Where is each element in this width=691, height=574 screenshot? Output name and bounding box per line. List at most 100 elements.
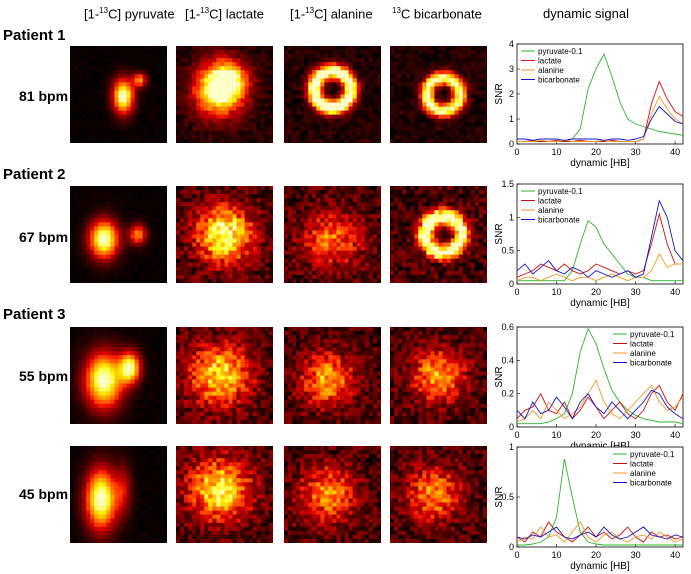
series-line-pyruvate	[517, 219, 683, 282]
y-tick-label: 4	[509, 40, 514, 49]
legend-label-alanine: alanine	[630, 469, 656, 478]
series-line-lactate	[516, 521, 684, 543]
y-tick-label: 0	[509, 542, 514, 552]
legend-label-pyruvate: pyruvate-0.1	[630, 450, 675, 459]
legend-label-bicarbonate: bicarbonate	[538, 76, 580, 85]
heart-rate-label: 45 bpm	[19, 486, 69, 502]
x-axis-label: dynamic [HB]	[570, 441, 630, 452]
dynamic-signal-chart-2: 0 10 20 30 40 0 0.5 1 1.5 dynamic [HB] SNR pyruvate…	[494, 180, 684, 309]
mri-image-alanine-row-3	[284, 327, 381, 424]
series-line-alanine	[516, 521, 684, 543]
x-tick-label: 0	[514, 147, 519, 157]
legend-label-pyruvate: pyruvate-0.1	[538, 187, 583, 196]
x-tick-label: 40	[670, 147, 680, 157]
mri-image-pyruvate-row-3	[70, 327, 167, 424]
y-tick-label: 0.2	[501, 389, 514, 399]
legend-label-lactate: lactate	[630, 340, 654, 349]
legend-label-pyruvate: pyruvate-0.1	[538, 47, 583, 56]
y-tick-label: 0.5	[501, 492, 514, 502]
mri-image-lactate-row-3	[176, 327, 273, 424]
y-axis-label: SNR	[494, 223, 505, 244]
dynamic-signal-chart-3: 0 10 20 30 40 0 0.2 0.4 0.6 dynamic [HB] SNR pyruva…	[494, 323, 684, 452]
legend-label-bicarbonate: bicarbonate	[630, 359, 672, 368]
x-tick-label: 10	[552, 147, 562, 157]
patient-1-label: Patient 1	[3, 27, 66, 44]
series-line-lactate	[516, 384, 684, 420]
x-tick-label: 40	[670, 430, 680, 440]
series-line-alanine	[516, 253, 683, 282]
x-tick-label: 30	[631, 147, 641, 157]
series-line-pyruvate	[517, 327, 684, 425]
mri-image-bicarbonate-row-1	[390, 46, 487, 143]
plot-frame	[516, 183, 684, 285]
mri-image-pyruvate-row-1	[70, 46, 167, 143]
heart-rate-label: 55 bpm	[19, 368, 69, 384]
legend-label-alanine: alanine	[538, 206, 564, 215]
legend-label-bicarbonate: bicarbonate	[630, 479, 672, 488]
y-axis-label: SNR	[494, 366, 505, 387]
heart-rate-label: 67 bpm	[19, 229, 69, 245]
col-header-bicarbonate: 13C bicarbonate	[392, 6, 482, 22]
legend-label-alanine: alanine	[630, 349, 656, 358]
x-tick-label: 20	[591, 550, 601, 560]
mri-image-lactate-row-1	[176, 46, 273, 143]
y-axis-label: SNR	[494, 486, 505, 507]
col-header-pyruvate: [1-13C] pyruvate	[84, 6, 175, 22]
mri-image-bicarbonate-row-2	[390, 186, 487, 283]
series-line-bicarbonate	[516, 526, 684, 540]
y-tick-label: 0.6	[501, 323, 514, 332]
series-line-bicarbonate	[517, 105, 684, 141]
x-tick-label: 30	[631, 287, 641, 297]
x-tick-label: 20	[591, 287, 601, 297]
legend-label-lactate: lactate	[630, 460, 654, 469]
mri-image-lactate-row-4	[176, 446, 273, 543]
legend-label-pyruvate: pyruvate-0.1	[630, 330, 675, 339]
legend-label-bicarbonate: bicarbonate	[538, 216, 580, 225]
x-tick-label: 40	[670, 550, 680, 560]
x-axis-label: dynamic [HB]	[570, 561, 630, 572]
plot-frame	[516, 326, 684, 428]
mri-image-bicarbonate-row-3	[390, 327, 487, 424]
patient-2-label: Patient 2	[3, 166, 66, 183]
series-line-alanine	[516, 379, 684, 423]
col-header-dynamic-signal: dynamic signal	[543, 6, 629, 21]
series-line-bicarbonate	[516, 199, 684, 278]
x-tick-label: 10	[552, 287, 562, 297]
series-line-bicarbonate	[516, 389, 684, 420]
mri-image-pyruvate-row-2	[70, 186, 167, 283]
x-tick-label: 10	[552, 430, 562, 440]
x-tick-label: 30	[631, 430, 641, 440]
legend-label-lactate: lactate	[538, 57, 562, 66]
x-tick-label: 20	[591, 147, 601, 157]
x-axis-label: dynamic [HB]	[570, 298, 630, 309]
y-axis-label: SNR	[494, 83, 505, 104]
y-tick-label: 0	[509, 139, 514, 149]
x-axis-label: dynamic [HB]	[570, 158, 630, 169]
mri-image-alanine-row-2	[284, 186, 381, 283]
y-tick-label: 0	[509, 422, 514, 432]
col-header-lactate: [1-13C] lactate	[185, 6, 264, 22]
series-line-alanine	[517, 95, 684, 142]
dynamic-signal-chart-1: 0 10 20 30 40 0 1 2 3 4 dynamic [HB] SNR pyruvate-0.…	[494, 40, 684, 169]
series-line-lactate	[516, 212, 683, 278]
legend-label-alanine: alanine	[538, 66, 564, 75]
mri-image-lactate-row-2	[176, 186, 273, 283]
y-tick-label: 1.5	[501, 180, 514, 189]
mri-image-alanine-row-4	[284, 446, 381, 543]
x-tick-label: 0	[514, 430, 519, 440]
mri-image-bicarbonate-row-4	[390, 446, 487, 543]
mri-image-pyruvate-row-4	[70, 446, 167, 543]
y-tick-label: 1	[509, 114, 514, 124]
dynamic-signal-chart-4: 0 10 20 30 40 0 0.5 1 dynamic [HB] SNR pyruvate-0.…	[494, 443, 684, 572]
x-tick-label: 40	[670, 287, 680, 297]
y-tick-label: 1	[509, 212, 514, 222]
legend-label-lactate: lactate	[538, 197, 562, 206]
y-tick-label: 0	[509, 279, 514, 289]
x-tick-label: 0	[514, 287, 519, 297]
patient-3-label: Patient 3	[3, 306, 66, 323]
heart-rate-label: 81 bpm	[19, 88, 69, 104]
